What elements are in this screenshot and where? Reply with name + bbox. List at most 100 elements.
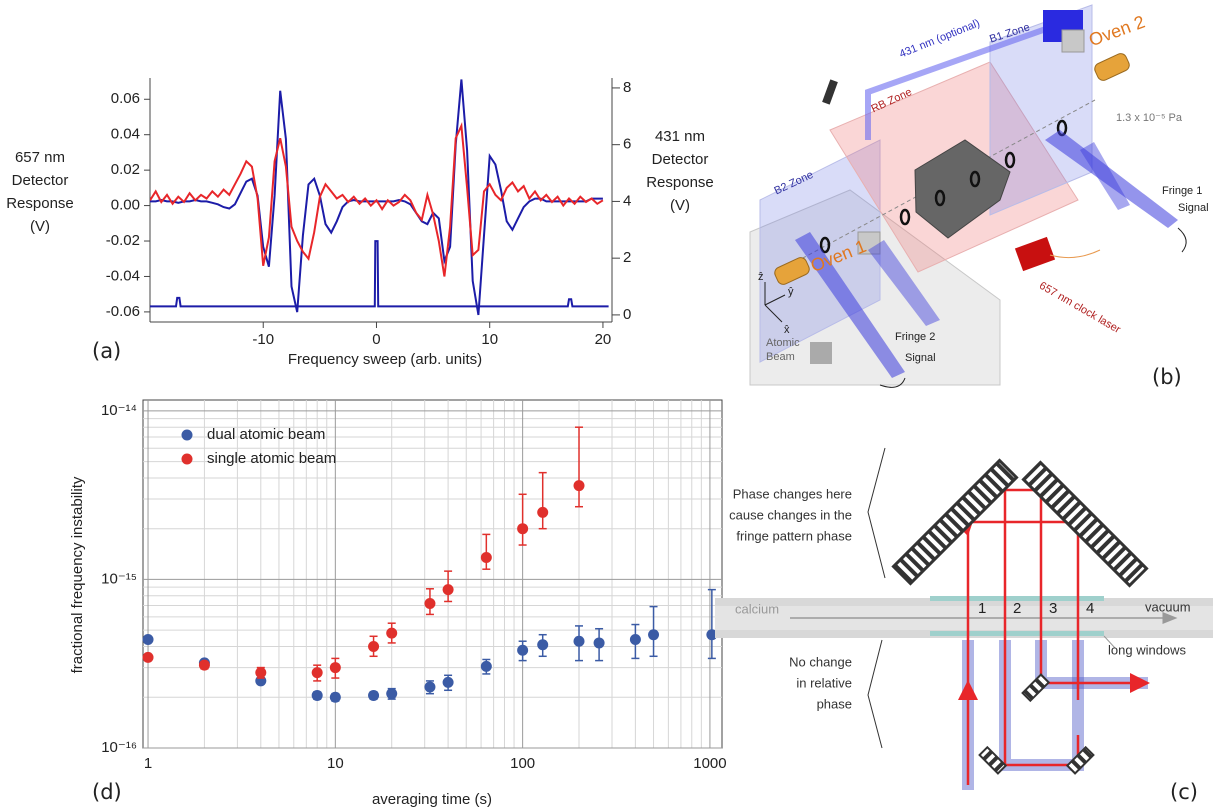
x-tick-label: 20	[595, 331, 612, 348]
axis-label: ŷ	[788, 286, 794, 298]
y-tick-label: 0.02	[111, 161, 140, 178]
y-tick-label: 10⁻¹⁵	[101, 570, 137, 587]
point	[594, 637, 605, 648]
x-tick-label: 10	[481, 331, 498, 348]
y-tick-label: 10⁻¹⁴	[101, 402, 137, 419]
y2-tick-label: 4	[623, 192, 631, 209]
annotation: No change	[789, 654, 852, 669]
point	[481, 552, 492, 563]
legend-marker	[182, 454, 193, 465]
clock-laser	[1015, 237, 1055, 271]
point	[574, 636, 585, 647]
annotation: cause changes in the	[729, 507, 852, 522]
y2-label: 431 nm	[655, 128, 705, 145]
panel-label: (c)	[1170, 780, 1198, 804]
bracket	[868, 640, 882, 748]
label: Fringe 2	[895, 331, 935, 343]
mirror	[1023, 675, 1049, 701]
mirror	[822, 79, 838, 104]
label: Oven 2	[1086, 12, 1147, 51]
y-tick-label: -0.02	[106, 232, 140, 249]
label: Atomic	[766, 337, 800, 349]
point	[386, 688, 397, 699]
label: calcium	[735, 601, 779, 616]
y-tick-label: -0.04	[106, 267, 140, 284]
x-label: averaging time (s)	[372, 791, 492, 808]
annotation: Phase changes here	[733, 486, 852, 501]
y-tick-label: -0.06	[106, 303, 140, 320]
legend-label: single atomic beam	[207, 450, 336, 467]
mirror	[1067, 747, 1093, 773]
legend-label: dual atomic beam	[207, 426, 325, 443]
point	[517, 523, 528, 534]
panel-label: (a)	[92, 339, 121, 363]
point	[537, 639, 548, 650]
y2-tick-label: 8	[623, 79, 631, 96]
x-tick-label: 10	[327, 755, 344, 772]
point	[517, 645, 528, 656]
y-tick-label: 0.00	[111, 197, 140, 214]
point	[630, 634, 641, 645]
qr-icon	[810, 342, 832, 364]
y2-label: Detector	[652, 151, 709, 168]
point	[648, 629, 659, 640]
label: vacuum	[1145, 599, 1191, 614]
panel-label: (b)	[1152, 365, 1182, 389]
x-tick-label: 1	[144, 755, 152, 772]
label: Signal	[905, 352, 936, 364]
point	[330, 662, 341, 673]
annotation: phase	[817, 696, 852, 711]
y-tick-label: 10⁻¹⁶	[101, 739, 137, 756]
panel-label: (d)	[92, 780, 122, 804]
beam-number: 2	[1013, 600, 1021, 617]
beam-number: 1	[978, 600, 986, 617]
bracket	[868, 448, 885, 578]
point	[443, 584, 454, 595]
point	[443, 677, 454, 688]
point	[199, 660, 210, 671]
y2-tick-label: 0	[623, 306, 631, 323]
page: {"panel_labels": ["(a)", "(b)", "(c)", "…	[0, 0, 1213, 811]
annotation: in relative	[796, 675, 852, 690]
y-label: Response	[6, 195, 74, 212]
label: Fringe 1	[1162, 185, 1202, 197]
panel-d: fractional frequency instability averagi…	[69, 400, 727, 808]
y2-label: Response	[646, 174, 714, 191]
y-label: 657 nm	[15, 149, 65, 166]
legend-marker	[182, 430, 193, 441]
point	[368, 690, 379, 701]
axis-label: ẑ	[758, 271, 764, 283]
panel-c: Phase changes here cause changes in the …	[715, 448, 1213, 790]
x-tick-label: -10	[252, 331, 274, 348]
y-tick-label: 0.06	[111, 90, 140, 107]
label: Beam	[766, 351, 795, 363]
panel-b: 431 nm (optional) B1 Zone Oven 2 1.3 x 1…	[750, 5, 1209, 387]
point	[255, 667, 266, 678]
point	[312, 690, 323, 701]
data-line	[150, 126, 603, 277]
point	[143, 652, 154, 663]
label: long windows	[1108, 642, 1187, 657]
point	[481, 661, 492, 672]
axis-label: x̂	[784, 324, 790, 336]
label: 1.3 x 10⁻⁵ Pa	[1116, 112, 1183, 124]
mirror	[1062, 30, 1084, 52]
point	[386, 628, 397, 639]
x-tick-label: 0	[372, 331, 380, 348]
point	[330, 692, 341, 703]
y-label: (V)	[30, 218, 50, 235]
point	[424, 598, 435, 609]
label: Signal	[1178, 202, 1209, 214]
fiber	[1050, 250, 1100, 258]
x-tick-label: 1000	[693, 755, 726, 772]
data-line	[150, 241, 609, 306]
label: 657 nm clock laser	[1037, 280, 1123, 336]
x-tick-label: 100	[510, 755, 535, 772]
point	[312, 667, 323, 678]
point	[143, 634, 154, 645]
point	[537, 507, 548, 518]
figure: (a) (b) (c) (d) 657 nm Detector Response…	[0, 0, 1213, 811]
y-label: Detector	[12, 172, 69, 189]
y2-tick-label: 2	[623, 249, 631, 266]
y2-tick-label: 6	[623, 136, 631, 153]
